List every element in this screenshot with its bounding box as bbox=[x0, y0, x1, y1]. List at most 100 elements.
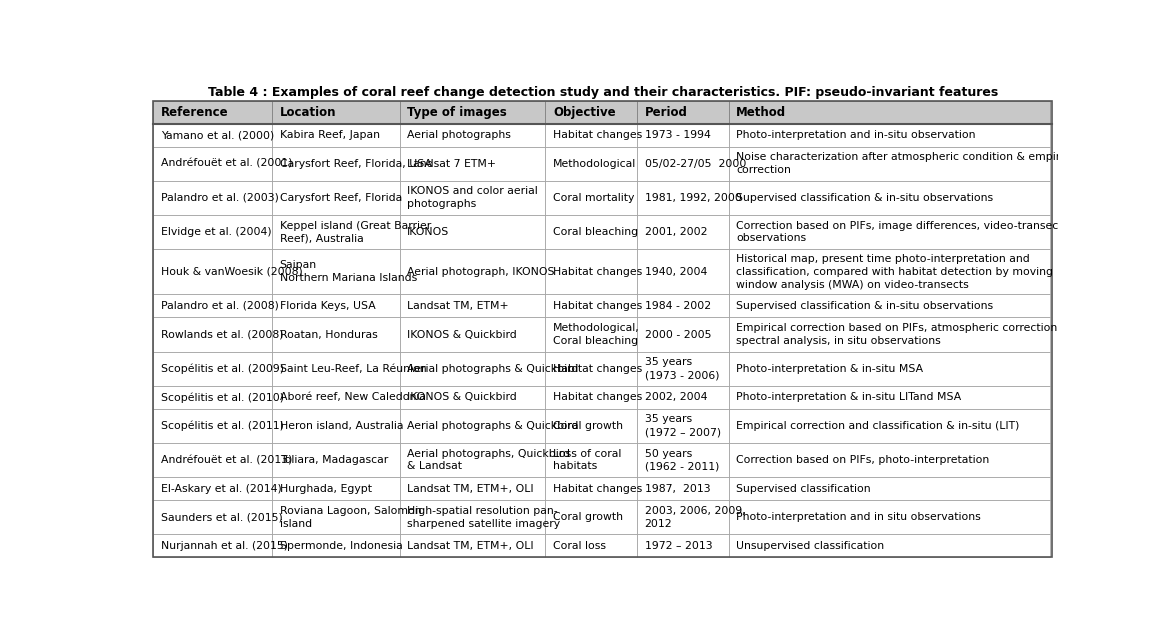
Bar bbox=[546, 351, 637, 385]
Bar bbox=[400, 477, 546, 500]
Text: Palandro et al. (2003): Palandro et al. (2003) bbox=[161, 193, 279, 203]
Text: Rowlands et al. (2008): Rowlands et al. (2008) bbox=[161, 330, 283, 339]
Text: 2000 - 2005: 2000 - 2005 bbox=[644, 330, 711, 339]
Text: Aerial photographs & Quickbird: Aerial photographs & Quickbird bbox=[407, 364, 579, 373]
Text: Landsat TM, ETM+, OLI: Landsat TM, ETM+, OLI bbox=[407, 484, 534, 494]
Bar bbox=[153, 180, 272, 215]
Bar bbox=[153, 101, 272, 123]
Bar bbox=[729, 385, 1050, 409]
Text: Elvidge et al. (2004): Elvidge et al. (2004) bbox=[161, 227, 272, 237]
Bar bbox=[153, 123, 272, 146]
Bar bbox=[637, 180, 729, 215]
Text: Keppel island (Great Barrier
Reef), Australia: Keppel island (Great Barrier Reef), Aust… bbox=[280, 220, 430, 243]
Text: Heron island, Australia: Heron island, Australia bbox=[280, 421, 403, 431]
Text: Supervised classification & in-situ observations: Supervised classification & in-situ obse… bbox=[736, 193, 994, 203]
Bar bbox=[637, 443, 729, 477]
Bar bbox=[637, 385, 729, 409]
Bar bbox=[546, 385, 637, 409]
Text: Habitat changes: Habitat changes bbox=[553, 130, 642, 140]
Bar bbox=[729, 101, 1050, 123]
Text: Roatan, Honduras: Roatan, Honduras bbox=[280, 330, 377, 339]
Text: Roviana Lagoon, Salomon
island: Roviana Lagoon, Salomon island bbox=[280, 506, 421, 529]
Bar bbox=[400, 351, 546, 385]
Bar bbox=[637, 534, 729, 557]
Bar bbox=[400, 101, 546, 123]
Bar bbox=[153, 317, 272, 351]
Text: Scopélitis et al. (2009): Scopélitis et al. (2009) bbox=[161, 363, 283, 374]
Bar bbox=[546, 180, 637, 215]
Bar bbox=[546, 477, 637, 500]
Bar bbox=[729, 477, 1050, 500]
Bar bbox=[729, 534, 1050, 557]
Text: Coral mortality: Coral mortality bbox=[553, 193, 634, 203]
Bar bbox=[153, 249, 272, 294]
Bar bbox=[637, 146, 729, 180]
Bar bbox=[637, 294, 729, 317]
Bar bbox=[153, 146, 272, 180]
Text: 1972 – 2013: 1972 – 2013 bbox=[644, 541, 713, 551]
Text: 35 years
(1973 - 2006): 35 years (1973 - 2006) bbox=[644, 357, 719, 380]
Text: Aerial photographs: Aerial photographs bbox=[407, 130, 512, 140]
Text: 2001, 2002: 2001, 2002 bbox=[644, 227, 707, 237]
Text: Noise characterization after atmospheric condition & empirical
correction: Noise characterization after atmospheric… bbox=[736, 152, 1080, 175]
Bar bbox=[153, 477, 272, 500]
Text: 1973 - 1994: 1973 - 1994 bbox=[644, 130, 710, 140]
Bar bbox=[729, 180, 1050, 215]
Bar bbox=[546, 317, 637, 351]
Text: 1940, 2004: 1940, 2004 bbox=[644, 266, 707, 277]
Bar bbox=[546, 215, 637, 249]
Text: Reference: Reference bbox=[161, 106, 228, 118]
Text: Objective: Objective bbox=[553, 106, 615, 118]
Bar bbox=[637, 500, 729, 534]
Bar bbox=[400, 317, 546, 351]
Bar bbox=[637, 123, 729, 146]
Bar bbox=[637, 409, 729, 443]
Text: 50 years
(1962 - 2011): 50 years (1962 - 2011) bbox=[644, 449, 719, 472]
Bar bbox=[637, 249, 729, 294]
Text: El-Askary et al. (2014): El-Askary et al. (2014) bbox=[161, 484, 282, 494]
Bar bbox=[272, 351, 400, 385]
Bar bbox=[546, 409, 637, 443]
Text: 05/02-27/05  2000: 05/02-27/05 2000 bbox=[644, 159, 746, 168]
Bar bbox=[546, 123, 637, 146]
Text: Aerial photograph, IKONOS: Aerial photograph, IKONOS bbox=[407, 266, 555, 277]
Text: Aerial photographs & Quickbird: Aerial photographs & Quickbird bbox=[407, 421, 579, 431]
Bar bbox=[546, 443, 637, 477]
Text: 2003, 2006, 2009,
2012: 2003, 2006, 2009, 2012 bbox=[644, 506, 746, 529]
Text: Carysfort Reef, Florida: Carysfort Reef, Florida bbox=[280, 193, 402, 203]
Text: Toliara, Madagascar: Toliara, Madagascar bbox=[280, 455, 388, 465]
Bar bbox=[637, 317, 729, 351]
Text: Coral bleaching: Coral bleaching bbox=[553, 227, 639, 237]
Bar bbox=[272, 146, 400, 180]
Bar bbox=[729, 215, 1050, 249]
Text: Habitat changes: Habitat changes bbox=[553, 392, 642, 403]
Text: Type of images: Type of images bbox=[407, 106, 507, 118]
Bar bbox=[272, 123, 400, 146]
Bar bbox=[153, 351, 272, 385]
Bar bbox=[272, 249, 400, 294]
Bar bbox=[729, 409, 1050, 443]
Text: IKONOS: IKONOS bbox=[407, 227, 449, 237]
Text: Supervised classification & in-situ observations: Supervised classification & in-situ obse… bbox=[736, 301, 994, 311]
Bar bbox=[400, 146, 546, 180]
Bar bbox=[153, 215, 272, 249]
Bar bbox=[729, 249, 1050, 294]
Text: Table 4 : Examples of coral reef change detection study and their characteristic: Table 4 : Examples of coral reef change … bbox=[208, 86, 997, 99]
Bar bbox=[546, 294, 637, 317]
Text: 1984 - 2002: 1984 - 2002 bbox=[644, 301, 710, 311]
Bar bbox=[272, 477, 400, 500]
Bar bbox=[272, 294, 400, 317]
Bar bbox=[272, 101, 400, 123]
Text: Correction based on PIFs, photo-interpretation: Correction based on PIFs, photo-interpre… bbox=[736, 455, 989, 465]
Text: Landsat 7 ETM+: Landsat 7 ETM+ bbox=[407, 159, 496, 168]
Text: Photo-interpretation and in-situ observation: Photo-interpretation and in-situ observa… bbox=[736, 130, 976, 140]
Bar bbox=[637, 215, 729, 249]
Text: Period: Period bbox=[644, 106, 688, 118]
Bar bbox=[153, 409, 272, 443]
Bar bbox=[637, 351, 729, 385]
Text: Habitat changes: Habitat changes bbox=[553, 301, 642, 311]
Text: Aboré reef, New Caledonia: Aboré reef, New Caledonia bbox=[280, 392, 426, 403]
Bar bbox=[729, 443, 1050, 477]
Bar bbox=[729, 351, 1050, 385]
Text: Photo-interpretation and in situ observations: Photo-interpretation and in situ observa… bbox=[736, 512, 981, 522]
